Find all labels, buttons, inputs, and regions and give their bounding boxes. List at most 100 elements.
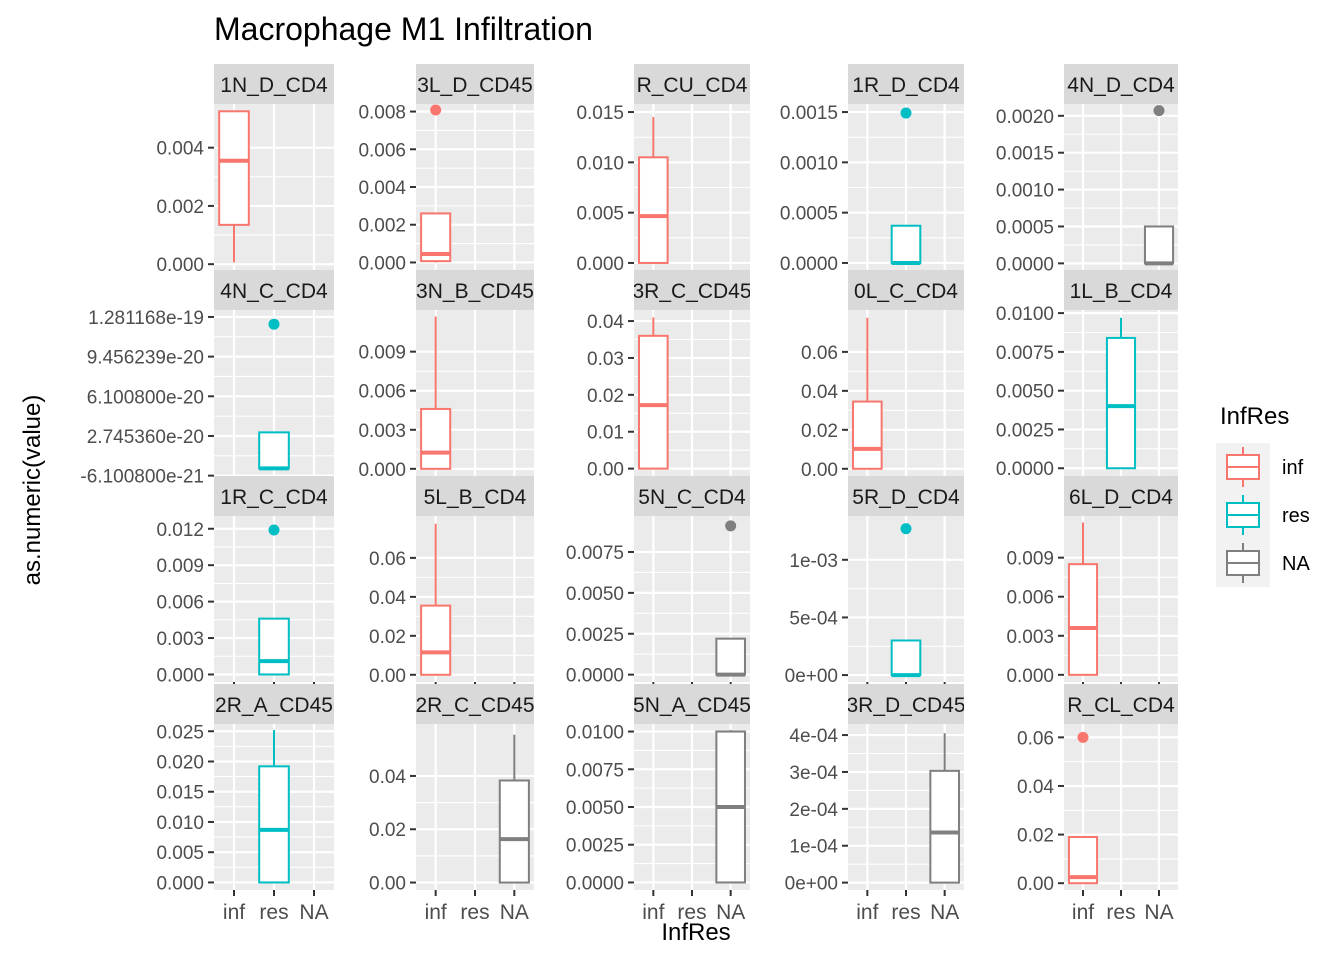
- outlier-point: [1077, 731, 1089, 743]
- y-tick-label: 0.0100: [996, 304, 1054, 325]
- facet-strip-label: 3R_C_CD45: [632, 280, 751, 303]
- y-tick-label: 0.04: [801, 382, 838, 403]
- facet-strip: [416, 476, 534, 516]
- facet-panel: 6L_D_CD4 0.000 0.003 0.006 0.009: [1006, 476, 1178, 688]
- y-tick-label: 0.02: [369, 627, 406, 648]
- y-tick-label: 0.04: [1017, 777, 1054, 798]
- outlier-point: [900, 523, 912, 535]
- y-tick-label: 0.009: [358, 343, 406, 364]
- facet-strip: [634, 64, 750, 104]
- box: [715, 637, 746, 676]
- y-tick-label: 0.004: [358, 178, 406, 199]
- boxplot-inf: [420, 104, 452, 263]
- y-tick-label: 0.0075: [566, 543, 624, 564]
- x-tick-label: inf: [642, 901, 664, 924]
- y-tick-label: 5e-04: [789, 608, 838, 629]
- y-tick-label: 0.009: [156, 556, 204, 577]
- y-tick-label: 0.006: [156, 593, 204, 614]
- y-tick-label: 0.000: [358, 253, 406, 274]
- y-tick-label: 0.005: [156, 843, 204, 864]
- x-axis-title: InfRes: [661, 919, 730, 946]
- facet-panel: 4N_D_CD4 0.0000 0.0005 0.0010 0.0015 0.0020: [996, 64, 1178, 276]
- x-tick-label: NA: [930, 901, 959, 924]
- facet-panel: R_CL_CD4 0.00 0.02 0.04 0.06 inf res NA: [1017, 684, 1178, 924]
- facet-panel: 3R_C_CD45 0.00 0.01 0.02 0.03 0.04: [587, 270, 751, 482]
- y-tick-label: 0.006: [1006, 588, 1054, 609]
- y-tick-label: -6.100800e-21: [80, 467, 204, 488]
- y-tick-label: 0.002: [156, 197, 204, 218]
- legend-key-inf: inf: [1216, 443, 1304, 491]
- y-tick-label: 0.006: [358, 140, 406, 161]
- facet-panel: 2R_A_CD45 0.000 0.005 0.010 0.015 0.020 0.025 i…: [156, 684, 334, 924]
- boxplot-res: [1105, 317, 1137, 470]
- facet-panel: 3N_B_CD45 0.000 0.003 0.006 0.009: [358, 270, 534, 482]
- facet-strip: [1064, 64, 1178, 104]
- y-tick-label: 0.004: [156, 139, 204, 160]
- y-tick-label: 0.0005: [996, 217, 1054, 238]
- legend-label: res: [1282, 505, 1310, 527]
- y-tick-label: 0.0000: [996, 459, 1054, 480]
- box: [218, 110, 250, 226]
- y-tick-label: 0.009: [1006, 549, 1054, 570]
- boxplot-inf: [638, 317, 669, 470]
- y-tick-label: 4e-04: [789, 726, 838, 747]
- boxplot-res: [258, 318, 290, 471]
- facet-strip: [848, 270, 964, 310]
- facet-strip: [634, 270, 750, 310]
- x-tick-label: res: [460, 901, 489, 924]
- y-tick-label: 1e-03: [789, 551, 838, 572]
- facet-strip-label: 3N_B_CD45: [416, 280, 534, 303]
- facet-strip-label: R_CL_CD4: [1067, 694, 1175, 717]
- y-tick-label: 0.0050: [996, 382, 1054, 403]
- facet-panel: 3L_D_CD45 0.000 0.002 0.004 0.006 0.008: [358, 64, 534, 276]
- outlier-point: [900, 107, 912, 119]
- boxplot-res: [258, 524, 290, 676]
- y-tick-label: 0.02: [1017, 826, 1054, 847]
- legend-label: NA: [1282, 553, 1310, 575]
- facet-panel: 5L_B_CD4 0.00 0.02 0.04 0.06: [369, 476, 534, 688]
- y-tick-label: 0.008: [358, 103, 406, 124]
- facet-strip: [634, 476, 750, 516]
- facet-panel: 0L_C_CD4 0.00 0.02 0.04 0.06: [801, 270, 964, 482]
- facet-strip: [848, 684, 964, 724]
- y-tick-label: 0.04: [369, 767, 406, 788]
- facet-strip: [634, 684, 750, 724]
- x-tick-label: res: [1106, 901, 1135, 924]
- facet-strip: [1064, 270, 1178, 310]
- boxplot-res: [258, 730, 290, 884]
- box: [638, 334, 669, 470]
- legend-title: InfRes: [1220, 403, 1289, 430]
- boxplot-res: [890, 107, 922, 265]
- y-tick-label: 0.0075: [996, 343, 1054, 364]
- y-tick-label: 0.025: [156, 722, 204, 743]
- facet-panel: 5R_D_CD4 0e+00 5e-04 1e-03: [785, 476, 964, 688]
- facet-strip-label: 5L_B_CD4: [424, 486, 527, 509]
- outlier-point: [268, 318, 280, 330]
- facet-strip: [416, 270, 534, 310]
- y-tick-label: 0e+00: [785, 666, 838, 687]
- y-tick-label: 0.0075: [566, 760, 624, 781]
- facet-strip: [848, 64, 964, 104]
- y-tick-label: 0.005: [576, 204, 624, 225]
- y-tick-label: 0.04: [369, 588, 406, 609]
- y-tick-label: 0.00: [369, 666, 406, 687]
- y-tick-label: 6.100800e-20: [87, 387, 204, 408]
- facet-strip: [416, 64, 534, 104]
- box: [890, 639, 922, 677]
- x-tick-label: NA: [1144, 901, 1173, 924]
- x-tick-label: inf: [1072, 901, 1094, 924]
- facet-panel: 1R_D_CD4 0.0000 0.0005 0.0010 0.0015: [780, 64, 964, 276]
- y-tick-label: 0.03: [587, 349, 624, 370]
- box: [890, 224, 922, 264]
- boxplot-NA: [715, 730, 746, 884]
- facet-strip-label: 1R_C_CD4: [220, 486, 328, 509]
- facet-strip: [1064, 476, 1178, 516]
- y-tick-label: 0.003: [358, 421, 406, 442]
- box: [258, 765, 290, 884]
- y-tick-label: 0.000: [156, 255, 204, 276]
- boxplot-inf: [638, 117, 669, 264]
- box: [498, 779, 530, 884]
- y-tick-label: 2e-04: [789, 800, 838, 821]
- y-tick-label: 0.06: [801, 343, 838, 364]
